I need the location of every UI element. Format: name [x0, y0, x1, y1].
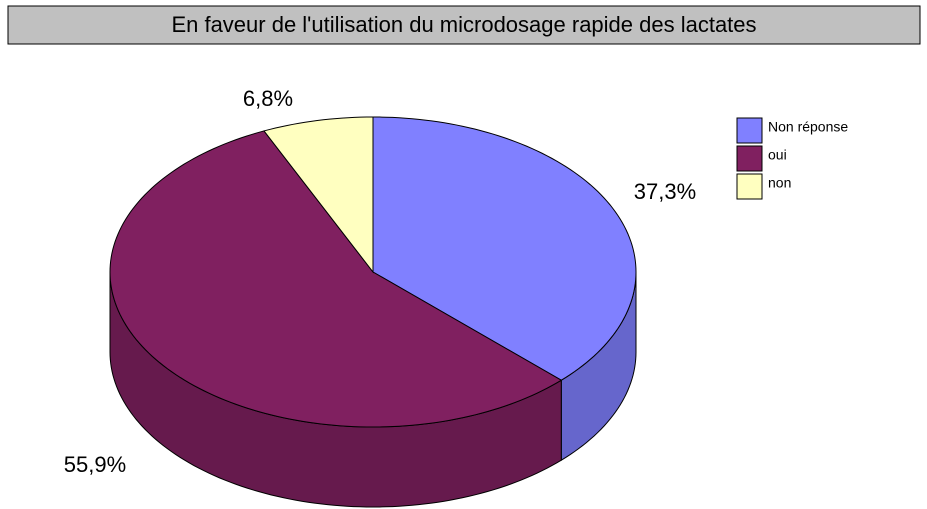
legend-label: Non réponse — [768, 119, 848, 135]
data-label: 55,9% — [64, 452, 126, 477]
slice — [263, 116, 374, 274]
chart-title: En faveur de l'utilisation du microdosag… — [171, 12, 756, 37]
data-label: 6,8% — [243, 86, 293, 111]
legend-swatch — [736, 117, 763, 144]
slice — [109, 130, 563, 428]
legend: Non réponse oui non — [736, 117, 848, 200]
pie: 37,3% 55,9% 6,8% — [64, 86, 696, 508]
legend-label: non — [768, 175, 791, 191]
slice — [372, 116, 637, 381]
title-bar — [7, 5, 921, 45]
legend-swatch — [736, 145, 763, 172]
legend-swatch — [736, 173, 763, 200]
data-label: 37,3% — [634, 179, 696, 204]
legend-label: oui — [768, 147, 787, 163]
